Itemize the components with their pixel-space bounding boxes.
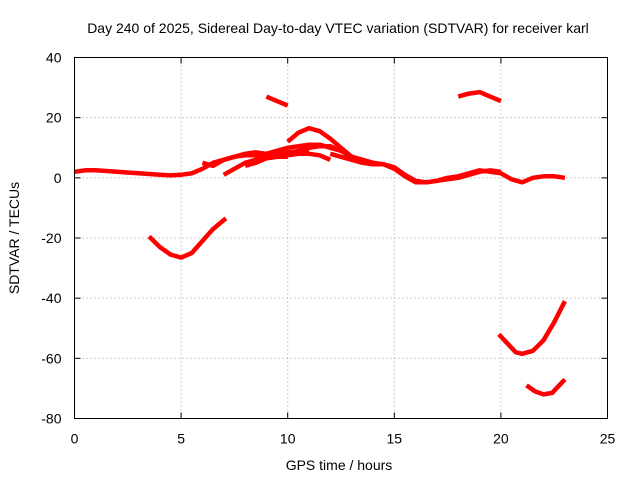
series-arc-11	[497, 300, 567, 357]
y-tick-label: -80	[41, 411, 61, 427]
grid-lines	[74, 57, 608, 419]
y-tick-label: 40	[46, 50, 62, 66]
y-tick-label: 0	[54, 170, 62, 186]
y-axis-label: SDTVAR / TECUs	[6, 182, 22, 294]
series-arc-4	[244, 151, 332, 168]
x-tick-label: 10	[280, 431, 296, 447]
y-tick-label: 20	[46, 110, 62, 126]
series-arc-1	[74, 153, 288, 178]
series-arc-7	[329, 151, 566, 185]
y-tick-label: -20	[41, 230, 61, 246]
series-arc-10	[147, 216, 228, 260]
data-series-group	[74, 89, 567, 397]
x-tick-label: 5	[177, 431, 185, 447]
x-tick-label: 20	[493, 431, 509, 447]
plot-frame	[74, 57, 608, 419]
series-arc-12	[525, 377, 567, 397]
chart-title: Day 240 of 2025, Sidereal Day-to-day VTE…	[87, 20, 589, 36]
x-tick-label: 15	[387, 431, 403, 447]
y-tick-label: -60	[41, 350, 61, 366]
x-axis-label: GPS time / hours	[286, 457, 393, 473]
x-tick-label: 25	[600, 431, 616, 447]
series-arc-9	[457, 89, 502, 104]
series-arc-6	[286, 125, 354, 159]
x-tick-label: 0	[71, 431, 79, 447]
axis-ticks: 0 5 10 15 20 25 40 20 0 -20 -40 -60 -80	[41, 50, 615, 447]
series-arc-5	[265, 142, 374, 165]
series-arc-8	[265, 94, 289, 108]
y-tick-label: -40	[41, 290, 61, 306]
